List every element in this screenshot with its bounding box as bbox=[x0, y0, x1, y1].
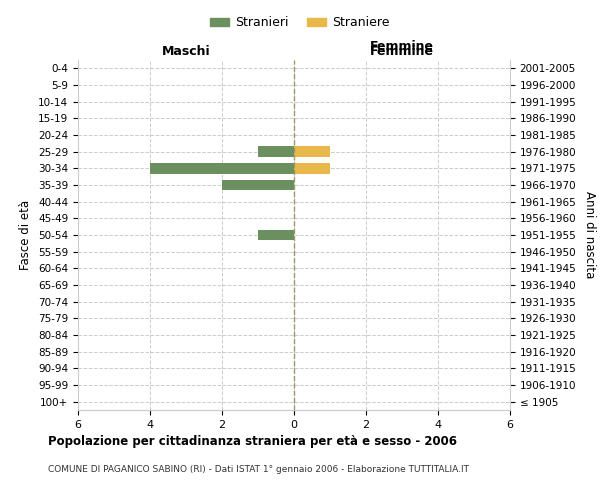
Text: Femmine: Femmine bbox=[370, 44, 434, 58]
Bar bbox=[294, 146, 330, 157]
Bar bbox=[258, 146, 294, 157]
Text: COMUNE DI PAGANICO SABINO (RI) - Dati ISTAT 1° gennaio 2006 - Elaborazione TUTTI: COMUNE DI PAGANICO SABINO (RI) - Dati IS… bbox=[48, 465, 469, 474]
Bar bbox=[150, 163, 294, 174]
Text: Femmine: Femmine bbox=[370, 40, 434, 53]
Y-axis label: Fasce di età: Fasce di età bbox=[19, 200, 32, 270]
Y-axis label: Anni di nascita: Anni di nascita bbox=[583, 192, 596, 278]
Bar bbox=[258, 230, 294, 240]
Legend: Stranieri, Straniere: Stranieri, Straniere bbox=[205, 11, 395, 34]
Bar bbox=[222, 180, 294, 190]
Text: Maschi: Maschi bbox=[161, 44, 211, 58]
Text: Popolazione per cittadinanza straniera per età e sesso - 2006: Popolazione per cittadinanza straniera p… bbox=[48, 435, 457, 448]
Bar bbox=[294, 163, 330, 174]
